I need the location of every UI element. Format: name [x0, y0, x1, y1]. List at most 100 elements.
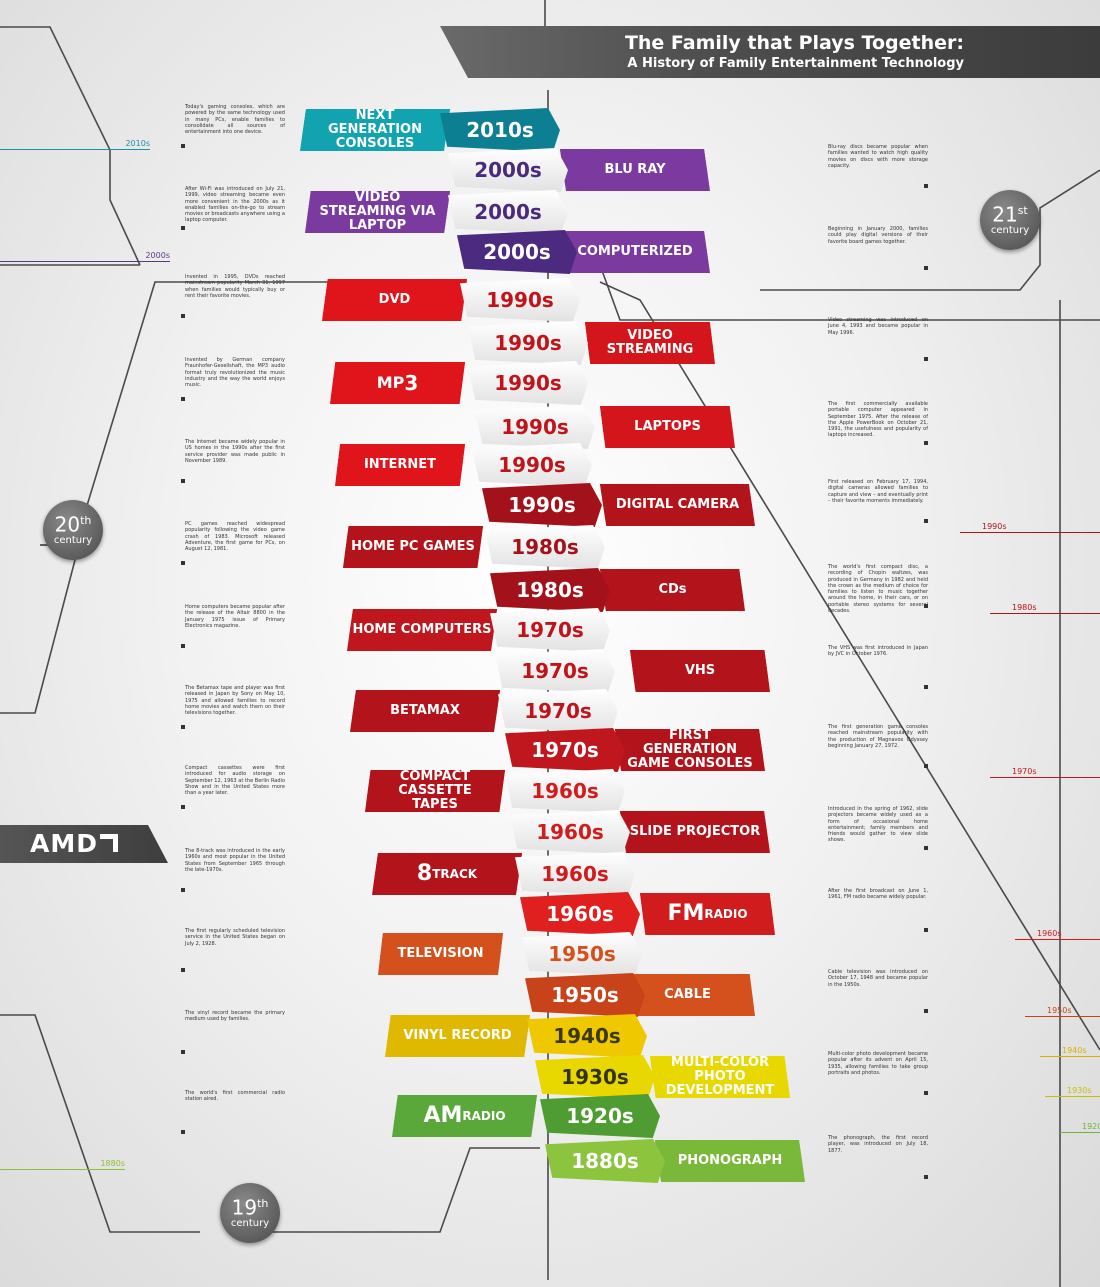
description-bullet	[924, 519, 928, 523]
entry-label: LAPTOPS	[600, 406, 735, 448]
entry-label-emphasis: AM	[423, 1103, 463, 1128]
entry-label-emphasis: 8	[416, 861, 433, 886]
century-badge: 20th century	[43, 500, 103, 560]
entry-description: Introduced in the spring of 1962, slide …	[828, 806, 928, 844]
description-bullet	[924, 1009, 928, 1013]
entry-label: VHS	[630, 650, 770, 692]
decade-marker: 1990s	[960, 522, 1100, 533]
century-word: century	[990, 224, 1030, 236]
decade-marker: 2010s	[0, 139, 150, 150]
decade-tab: 1960s	[515, 852, 635, 896]
decade-tab: 1960s	[510, 810, 630, 854]
entry-description: The world's first compact disc, a record…	[828, 564, 928, 615]
entry-label-text: FIRST GENERATION GAME CONSOLES	[627, 728, 753, 771]
entry-label: MULTI-COLOR PHOTO DEVELOPMENT	[650, 1056, 790, 1098]
entry-label-emphasis: MP	[376, 373, 405, 392]
entry-label-text: LAPTOPS	[634, 419, 701, 434]
page-title: The Family that Plays Together:	[624, 32, 964, 54]
decade-marker: 1940s	[1040, 1046, 1100, 1057]
entry-description: The first commercially available portabl…	[828, 401, 928, 439]
description-bullet	[924, 846, 928, 850]
entry-label-text: COMPACT CASSETTE TAPES	[398, 769, 472, 812]
decade-tab: 1950s	[522, 932, 642, 976]
entry-label-rest: RADIO	[462, 1109, 506, 1123]
decade-tab: 2000s	[457, 230, 577, 274]
entry-label: VIDEO STREAMING	[585, 322, 715, 364]
decade-tab: 1960s	[505, 769, 625, 813]
entry-description: The Betamax tape and player was first re…	[185, 685, 285, 717]
entry-description: First released on February 17, 1994, dig…	[828, 479, 928, 504]
description-bullet	[181, 968, 185, 972]
entry-label: CDs	[600, 569, 745, 611]
entry-description: Cable television was introduced on Octob…	[828, 969, 928, 988]
decade-tab: 1970s	[495, 649, 615, 693]
entry-label: COMPUTERIZED	[560, 231, 710, 273]
decade-tab: 1970s	[490, 608, 610, 652]
description-bullet	[924, 764, 928, 768]
entry-label-text: BLU RAY	[604, 162, 666, 177]
entry-description: Compact cassettes were first introduced …	[185, 765, 285, 797]
decade-tab: 1940s	[527, 1014, 647, 1058]
entry-label: CABLE	[620, 974, 755, 1016]
entry-label: FIRST GENERATION GAME CONSOLES	[615, 729, 765, 771]
description-bullet	[924, 357, 928, 361]
decade-tab: 1970s	[498, 689, 618, 733]
entry-label-text: VINYL RECORD	[403, 1028, 512, 1043]
entry-label: HOME PC GAMES	[343, 526, 483, 568]
entry-description: The first generation game consoles reach…	[828, 724, 928, 749]
entry-label: SLIDE PROJECTOR	[620, 811, 770, 853]
entry-description: Video streaming was introduced on June 4…	[828, 317, 928, 336]
description-bullet	[181, 644, 185, 648]
century-word: century	[53, 534, 93, 546]
entry-description: Home computers became popular after the …	[185, 604, 285, 629]
decade-tab: 1990s	[468, 321, 588, 365]
entry-description: After Wi-Fi was introduced on July 21, 1…	[185, 186, 285, 224]
decade-marker: 1970s	[990, 767, 1100, 778]
decade-tab: 1880s	[545, 1139, 665, 1183]
description-bullet	[181, 888, 185, 892]
century-number: 21st	[992, 202, 1028, 227]
decade-tab: 1990s	[460, 278, 580, 322]
entry-label-text: NEXT GENERATION CONSOLES	[327, 108, 422, 151]
description-bullet	[924, 604, 928, 608]
entry-description: The world's first commercial radio stati…	[185, 1090, 285, 1103]
entry-label: BETAMAX	[350, 690, 500, 732]
entry-description: Multi-color photo development became pop…	[828, 1051, 928, 1076]
decade-marker: 2000s	[0, 251, 170, 262]
description-bullet	[181, 725, 185, 729]
entry-description: Invented by German company Fraunhofer-Ge…	[185, 357, 285, 389]
entry-label: 8 TRACK	[372, 853, 522, 895]
entry-label: NEXT GENERATION CONSOLES	[300, 109, 450, 151]
decade-tab: 1930s	[535, 1055, 655, 1099]
description-bullet	[924, 441, 928, 445]
entry-label: VIDEO STREAMING VIA LAPTOP	[305, 191, 450, 233]
entry-description: Today's gaming consoles, which are power…	[185, 104, 285, 136]
decade-marker: 1880s	[0, 1159, 125, 1170]
decade-marker: 1960s	[1015, 929, 1100, 940]
description-bullet	[181, 397, 185, 401]
description-bullet	[924, 1175, 928, 1179]
entry-label: PHONOGRAPH	[655, 1140, 805, 1182]
decade-marker: 1950s	[1025, 1006, 1100, 1017]
description-bullet	[181, 314, 185, 318]
decade-marker: 1920s	[1060, 1122, 1100, 1133]
description-bullet	[181, 1050, 185, 1054]
century-word: century	[230, 1217, 270, 1229]
description-bullet	[924, 184, 928, 188]
description-bullet	[924, 928, 928, 932]
entry-label-text: DVD	[378, 292, 411, 307]
entry-label-text: VHS	[684, 663, 716, 678]
decade-marker: 1930s	[1045, 1086, 1100, 1097]
entry-description: The vinyl record became the primary medi…	[185, 1010, 285, 1023]
entry-label: COMPACT CASSETTE TAPES	[365, 770, 505, 812]
decade-tab: 1980s	[485, 525, 605, 569]
entry-label-text: HOME COMPUTERS	[352, 622, 492, 637]
decade-tab: 2000s	[448, 190, 568, 234]
century-badge: 21st century	[980, 190, 1040, 250]
description-bullet	[924, 1091, 928, 1095]
decade-tab: 1970s	[505, 728, 625, 772]
description-bullet	[924, 685, 928, 689]
decade-tab: 1990s	[482, 483, 602, 527]
entry-label: TELEVISION	[378, 933, 503, 975]
decade-marker: 1980s	[990, 603, 1100, 614]
